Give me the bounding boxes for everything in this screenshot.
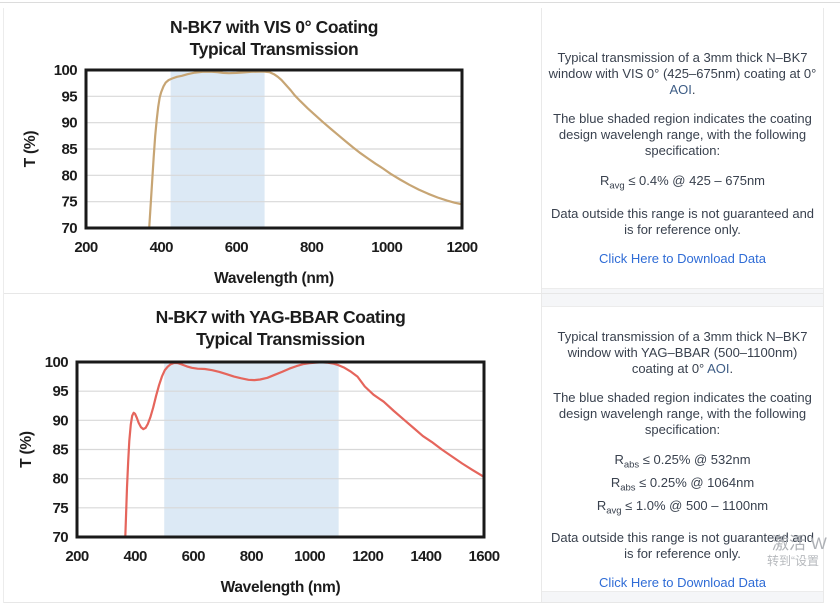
download-data-link[interactable]: Click Here to Download Data bbox=[599, 250, 766, 266]
row-yag-bbar-coating: N-BK7 with YAG-BBAR Coating Typical Trans… bbox=[4, 294, 823, 603]
svg-text:90: 90 bbox=[62, 115, 78, 132]
svg-text:T (%): T (%) bbox=[18, 431, 35, 468]
svg-text:600: 600 bbox=[182, 548, 205, 565]
shaded-note-paragraph: The blue shaded region indicates the coa… bbox=[553, 111, 812, 158]
svg-text:75: 75 bbox=[53, 500, 69, 517]
spec-lines: Rabs ≤ 0.25% @ 532nm Rabs ≤ 0.25% @ 1064n… bbox=[546, 451, 819, 519]
svg-text:200: 200 bbox=[74, 239, 97, 256]
spec-line: Ravg ≤ 1.0% @ 500 – 1100nm bbox=[596, 497, 769, 517]
svg-text:Wavelength (nm): Wavelength (nm) bbox=[221, 579, 341, 596]
svg-text:800: 800 bbox=[240, 548, 263, 565]
aoi-term-link[interactable]: AOI bbox=[707, 361, 730, 377]
description-cell-yag-bbar: Typical transmission of a 3mm thick N–BK… bbox=[542, 294, 823, 602]
spec-lines: Ravg ≤ 0.4% @ 425 – 675nm bbox=[546, 172, 819, 195]
svg-text:1400: 1400 bbox=[410, 548, 441, 565]
svg-text:95: 95 bbox=[53, 383, 69, 400]
svg-text:N-BK7 with VIS 0° Coating: N-BK7 with VIS 0° Coating bbox=[170, 17, 378, 37]
svg-text:80: 80 bbox=[53, 471, 69, 488]
chart-cell-yag-bbar: N-BK7 with YAG-BBAR Coating Typical Trans… bbox=[4, 294, 542, 602]
intro-paragraph: Typical transmission of a 3mm thick N–BK… bbox=[546, 329, 819, 377]
svg-text:100: 100 bbox=[54, 62, 77, 79]
svg-text:Typical Transmission: Typical Transmission bbox=[190, 39, 359, 59]
intro-text: Typical transmission of a 3mm thick N–BK… bbox=[557, 329, 808, 377]
svg-text:85: 85 bbox=[62, 141, 78, 158]
svg-text:Wavelength (nm): Wavelength (nm) bbox=[214, 270, 334, 287]
description-card-yag-bbar: Typical transmission of a 3mm thick N–BK… bbox=[542, 307, 823, 591]
spec-line: Rabs ≤ 0.25% @ 1064nm bbox=[610, 475, 755, 494]
svg-text:400: 400 bbox=[150, 239, 173, 256]
disclaimer-paragraph: Data outside this range is not guarantee… bbox=[550, 205, 815, 237]
svg-text:Typical Transmission: Typical Transmission bbox=[196, 329, 365, 349]
svg-text:95: 95 bbox=[62, 88, 78, 105]
cell-footer-strip bbox=[542, 288, 823, 293]
svg-text:1600: 1600 bbox=[469, 548, 500, 565]
shaded-note-paragraph: The blue shaded region indicates the coa… bbox=[553, 390, 812, 438]
svg-text:400: 400 bbox=[124, 548, 147, 565]
svg-text:80: 80 bbox=[62, 167, 78, 184]
intro-period: . bbox=[691, 82, 696, 97]
svg-text:70: 70 bbox=[62, 220, 78, 237]
top-divider bbox=[0, 2, 840, 3]
svg-text:600: 600 bbox=[225, 239, 248, 256]
description-card-vis: Typical transmission of a 3mm thick N–BK… bbox=[542, 8, 823, 288]
aoi-term-link[interactable]: AOI bbox=[669, 82, 692, 97]
svg-text:T (%): T (%) bbox=[22, 131, 39, 168]
svg-text:800: 800 bbox=[300, 239, 323, 256]
spec-line: Ravg ≤ 0.4% @ 425 – 675nm bbox=[599, 173, 766, 192]
svg-text:85: 85 bbox=[53, 442, 69, 459]
svg-text:100: 100 bbox=[45, 354, 68, 371]
cell-header-strip bbox=[542, 294, 823, 308]
svg-text:90: 90 bbox=[53, 412, 69, 429]
chart-cell-vis: N-BK7 with VIS 0° Coating Typical Transmi… bbox=[4, 8, 542, 293]
content-grid: N-BK7 with VIS 0° Coating Typical Transmi… bbox=[3, 8, 824, 603]
svg-text:1200: 1200 bbox=[447, 239, 478, 256]
svg-text:1200: 1200 bbox=[352, 548, 383, 565]
svg-text:N-BK7 with YAG-BBAR Coating: N-BK7 with YAG-BBAR Coating bbox=[156, 307, 406, 327]
cell-footer-strip bbox=[542, 591, 823, 602]
disclaimer-paragraph: Data outside this range is not guarantee… bbox=[550, 530, 815, 562]
spec-line: Rabs ≤ 0.25% @ 532nm bbox=[614, 452, 751, 472]
svg-text:1000: 1000 bbox=[371, 239, 402, 256]
description-cell-vis: Typical transmission of a 3mm thick N–BK… bbox=[542, 8, 823, 293]
svg-text:70: 70 bbox=[53, 529, 69, 546]
intro-text: Typical transmission of a 3mm thick N–BK… bbox=[548, 50, 817, 81]
download-data-link[interactable]: Click Here to Download Data bbox=[599, 575, 766, 591]
intro-paragraph: Typical transmission of a 3mm thick N–BK… bbox=[546, 50, 819, 98]
svg-text:1000: 1000 bbox=[294, 548, 325, 565]
svg-text:200: 200 bbox=[65, 548, 88, 565]
intro-period: . bbox=[729, 361, 734, 377]
svg-text:75: 75 bbox=[62, 194, 78, 211]
row-vis-coating: N-BK7 with VIS 0° Coating Typical Transmi… bbox=[4, 8, 823, 294]
